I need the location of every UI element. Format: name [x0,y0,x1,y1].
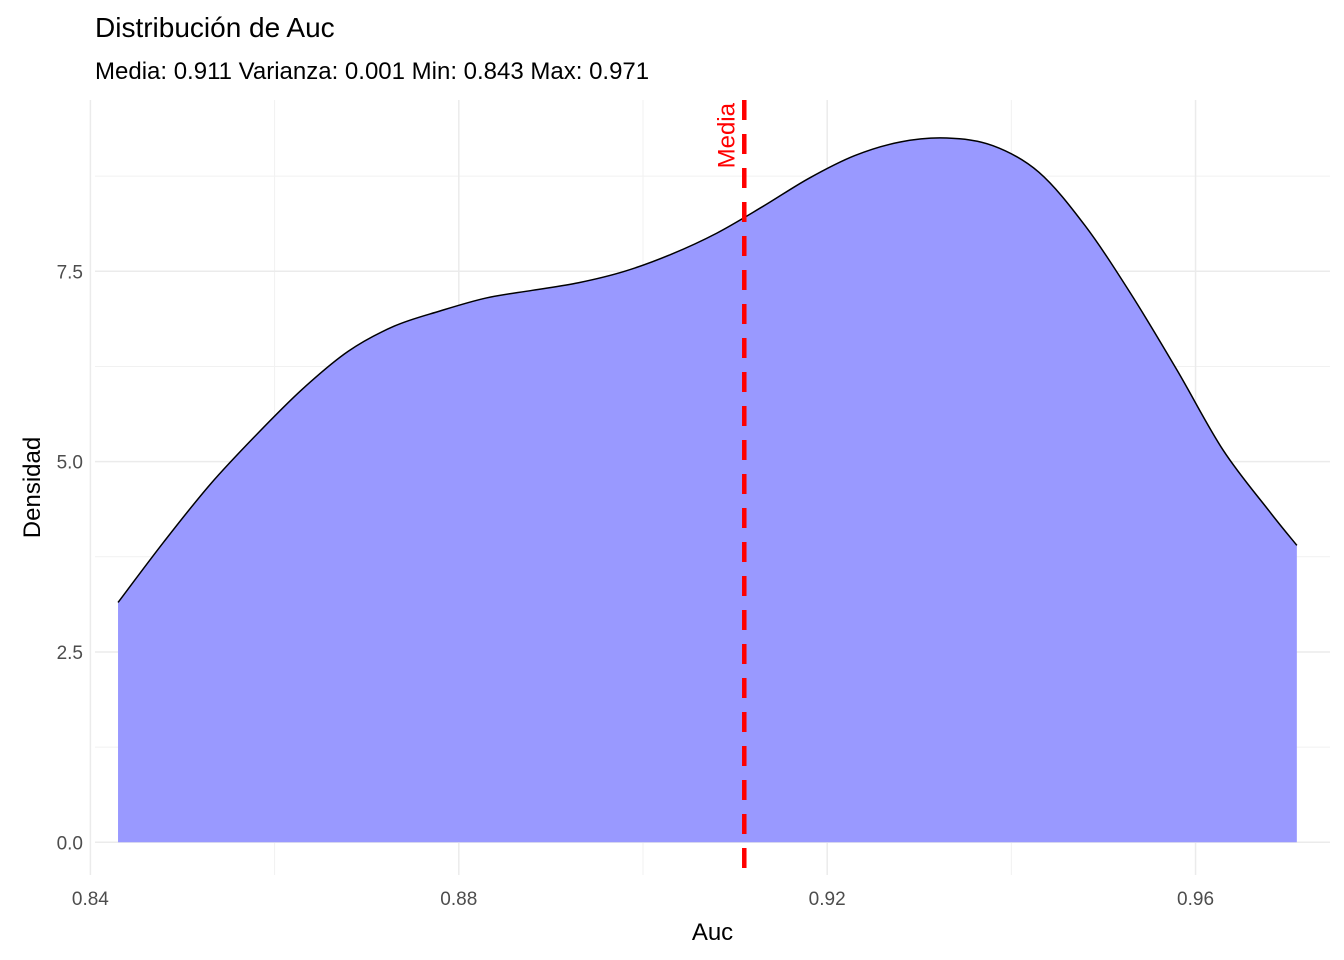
density-area [118,137,1297,843]
y-tick-label: 2.5 [57,643,83,664]
x-tick-label: 0.96 [1177,889,1214,910]
y-axis-ticks: 0.0 2.5 5.0 7.5 [57,262,83,854]
chart-title: Distribución de Auc [95,12,335,43]
y-tick-label: 5.0 [57,453,83,474]
mean-label: Media [713,102,740,168]
y-axis-title: Densidad [19,437,46,538]
density-line [117,137,1298,603]
x-axis-ticks: 0.84 0.88 0.92 0.96 [72,889,1214,910]
x-tick-label: 0.92 [809,889,846,910]
x-tick-label: 0.84 [72,889,109,910]
y-tick-label: 7.5 [57,262,83,283]
x-tick-label: 0.88 [440,889,477,910]
y-tick-label: 0.0 [57,833,83,854]
x-axis-title: Auc [692,919,733,946]
chart-subtitle: Media: 0.911 Varianza: 0.001 Min: 0.843 … [95,58,650,85]
